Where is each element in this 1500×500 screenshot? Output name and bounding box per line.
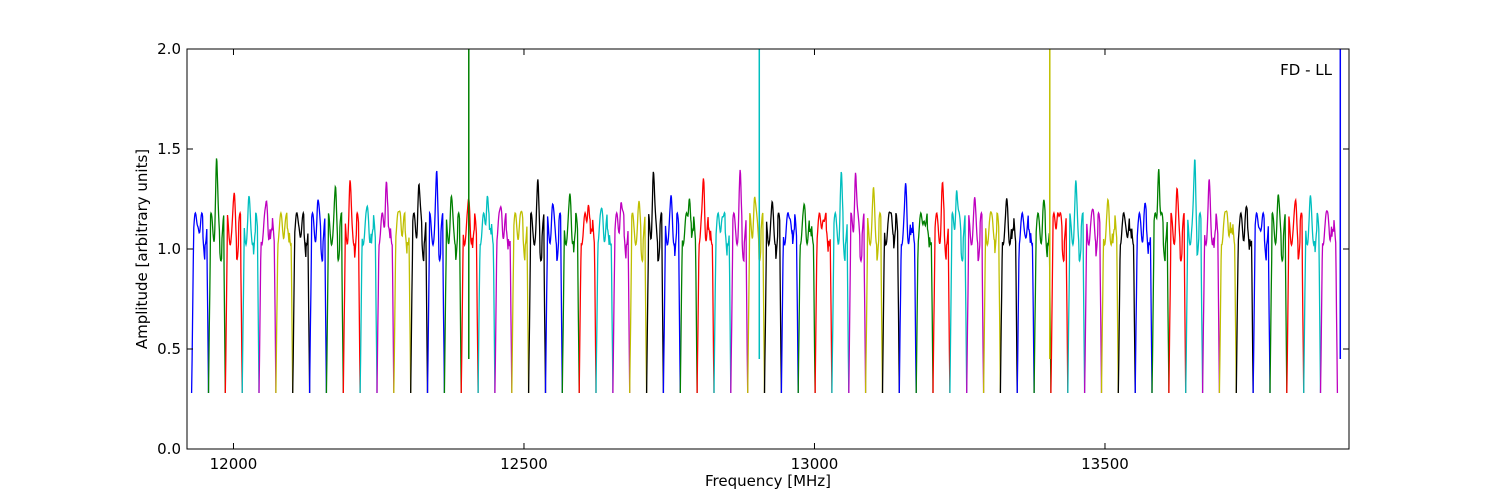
channel-line (932, 181, 951, 394)
channel-line (494, 205, 513, 394)
channel-line (1033, 199, 1052, 394)
channel-line (1117, 211, 1136, 394)
channel-line (595, 207, 614, 394)
y-tick-label: 1.0 (157, 240, 181, 258)
channel-line (443, 194, 462, 394)
channel-line (511, 210, 530, 394)
channel-line (292, 210, 311, 394)
channel-line (730, 169, 749, 394)
annotation-label: FD - LL (1280, 61, 1332, 79)
channel-line (308, 199, 328, 394)
x-tick-label: 12000 (210, 455, 258, 473)
channel-line (797, 202, 816, 394)
channel-line (527, 179, 547, 394)
channel-line (241, 195, 260, 394)
channel-line (1083, 208, 1103, 394)
channel-line (662, 195, 681, 394)
channel-line (1168, 186, 1187, 394)
channel-line (1235, 205, 1254, 394)
x-axis-title: Frequency [MHz] (705, 472, 831, 490)
channel-line (982, 211, 1002, 394)
x-tick-label: 13000 (791, 455, 839, 473)
channel-line (258, 200, 277, 394)
spike-layer (468, 49, 1342, 359)
channel-line (848, 172, 867, 394)
channel-line (645, 171, 665, 394)
channel-line (224, 192, 243, 394)
y-tick-label: 0.5 (157, 340, 181, 358)
channel-line (578, 204, 597, 394)
series-layer (190, 158, 1339, 394)
channel-line (679, 198, 698, 394)
channel-line (1319, 210, 1339, 394)
x-tick-label: 12500 (500, 455, 548, 473)
channel-line (1218, 210, 1237, 394)
plot-background (187, 49, 1349, 449)
y-tick-label: 0.0 (157, 440, 181, 458)
channel-line (190, 211, 210, 394)
channel-line (1269, 194, 1288, 394)
channel-line (1252, 211, 1271, 394)
channel-line (393, 210, 412, 394)
channel-line (713, 211, 732, 394)
channel-line (747, 196, 766, 394)
channel-line (544, 202, 563, 394)
channel-line (342, 180, 361, 394)
channel-line (1286, 197, 1305, 394)
channel-line (629, 200, 648, 394)
channel-line (949, 190, 968, 394)
channel-line (831, 171, 850, 394)
y-tick-label: 2.0 (157, 40, 181, 58)
channel-line (1050, 210, 1069, 394)
x-tick-label: 13500 (1081, 455, 1129, 473)
channel-line (561, 193, 580, 394)
x-axis: 12000 12500 13000 13500 (210, 49, 1129, 473)
channel-line (898, 183, 917, 394)
channel-line (1100, 197, 1119, 394)
channel-line (426, 170, 446, 394)
channel-line (275, 211, 294, 394)
channel-line (814, 212, 833, 394)
y-axis: 0.0 0.5 1.0 1.5 2.0 (157, 40, 1349, 458)
channel-line (763, 199, 783, 394)
channel-line (696, 178, 715, 394)
y-tick-label: 1.5 (157, 140, 181, 158)
channel-line (966, 197, 985, 394)
channel-line (780, 211, 799, 394)
channel-line (359, 204, 378, 394)
channel-line (864, 187, 884, 394)
channel-line (1185, 159, 1204, 394)
channel-line (881, 211, 900, 394)
channel-line (376, 181, 395, 394)
channel-line (1016, 211, 1035, 394)
channel-line (477, 195, 496, 394)
y-axis-title: Amplitude [arbitrary units] (133, 149, 151, 349)
channel-line (1151, 169, 1170, 394)
channel-line (207, 158, 226, 394)
channel-line (915, 211, 934, 394)
channel-line (1067, 180, 1086, 394)
channel-line (612, 202, 631, 394)
channel-line (460, 195, 479, 394)
channel-line (999, 198, 1018, 394)
channel-line (325, 184, 344, 394)
channel-line (410, 182, 429, 394)
channel-line (1201, 179, 1221, 394)
channel-line (1303, 195, 1322, 394)
channel-line (1134, 202, 1153, 394)
